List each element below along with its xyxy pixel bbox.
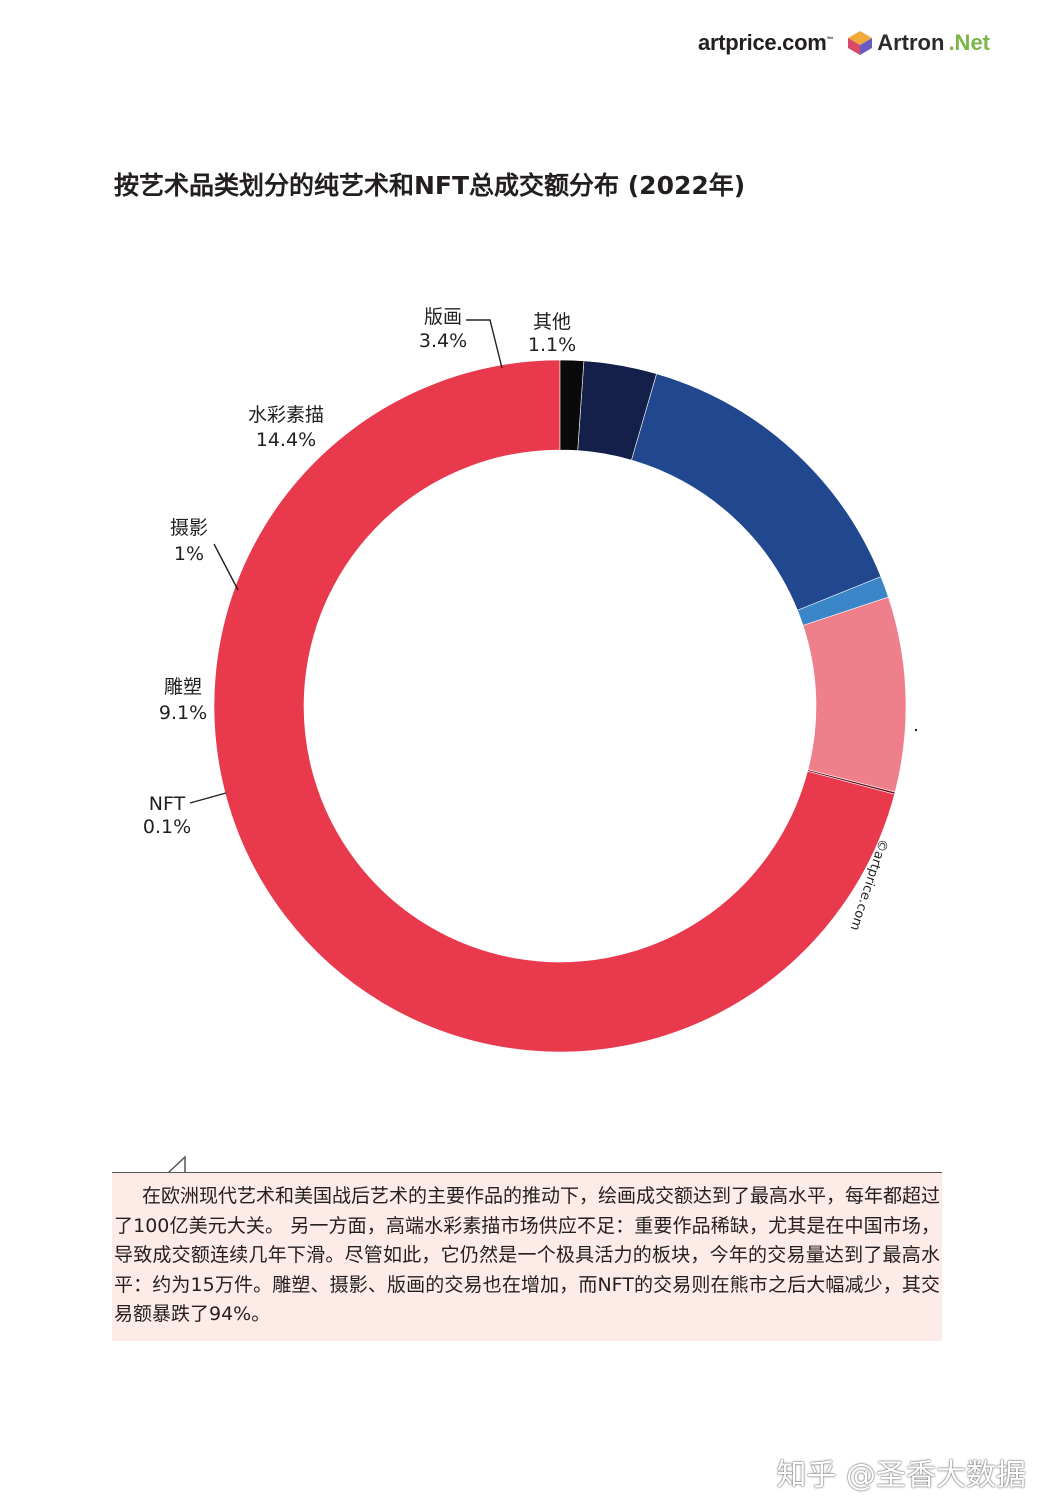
watermark-text: 知乎 @圣香大数据 bbox=[776, 1458, 1026, 1493]
note-box bbox=[112, 1172, 942, 1341]
donut-slice-7 bbox=[559, 359, 585, 451]
slice-label-name-7: 其他 bbox=[533, 311, 571, 333]
artprice-logo: artprice.com™ bbox=[698, 30, 834, 55]
slice-label-name-5: 水彩素描 bbox=[248, 404, 324, 426]
slice-label-name-6: 版画 bbox=[424, 306, 462, 328]
slice-label-value-6: 3.4% bbox=[419, 330, 467, 352]
slice-label-name-4: 摄影 bbox=[170, 517, 208, 539]
header-logos: artprice.com™ Artron .Net bbox=[698, 30, 990, 56]
note-text: 在欧洲现代艺术和美国战后艺术的主要作品的推动下，绘画成交额达到了最高水平，每年都… bbox=[114, 1185, 941, 1325]
slice-label-value-7: 1.1% bbox=[528, 334, 576, 356]
donut-slice-3 bbox=[802, 596, 907, 793]
slice-label-value-3: 9.1% bbox=[159, 702, 207, 724]
slice-label-value-4: 1% bbox=[174, 543, 204, 565]
slice-label-value-2: 0.1% bbox=[143, 816, 191, 838]
donut-slice-5 bbox=[631, 373, 882, 611]
artron-logo: Artron .Net bbox=[847, 30, 990, 56]
donut-slice-1 bbox=[213, 359, 895, 1053]
leader-line-4 bbox=[213, 543, 239, 591]
note-tail bbox=[167, 1155, 186, 1174]
leader-line-6 bbox=[466, 319, 503, 369]
leader-line-2 bbox=[189, 792, 227, 804]
artron-cube-icon bbox=[848, 31, 873, 55]
slice-label-value-5: 14.4% bbox=[256, 429, 316, 451]
slice-label-name-2: NFT bbox=[149, 793, 186, 815]
slice-label-name-3: 雕塑 bbox=[164, 676, 202, 698]
stray-dot bbox=[914, 728, 918, 732]
chart-title: 按艺术品类划分的纯艺术和NFT总成交额分布 (2022年) bbox=[114, 171, 746, 200]
